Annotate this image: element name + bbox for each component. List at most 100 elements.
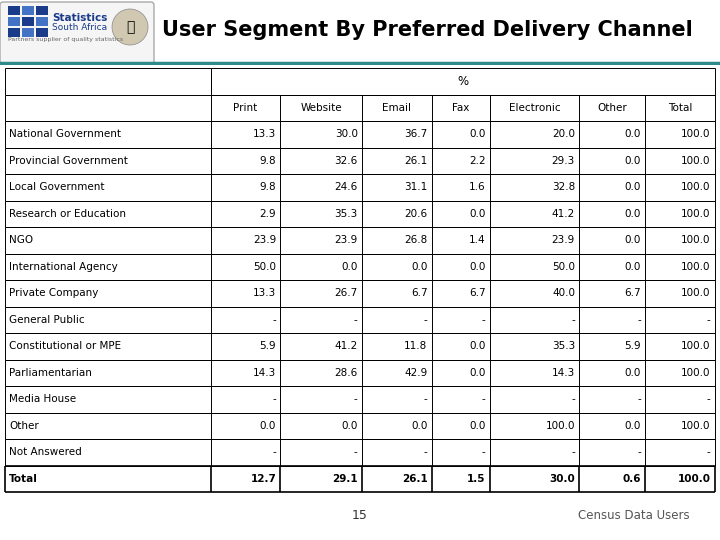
Bar [22, 28, 34, 37]
Text: 29.3: 29.3 [552, 156, 575, 166]
Text: 100.0: 100.0 [678, 474, 711, 484]
Text: NGO: NGO [9, 235, 33, 245]
Text: 26.8: 26.8 [404, 235, 428, 245]
Text: -: - [637, 447, 641, 457]
Text: 35.3: 35.3 [552, 341, 575, 351]
Text: 1.5: 1.5 [467, 474, 486, 484]
Text: 6.7: 6.7 [624, 288, 641, 298]
Text: 100.0: 100.0 [681, 129, 711, 139]
Text: 28.6: 28.6 [334, 368, 358, 378]
Text: -: - [354, 447, 358, 457]
Text: 13.3: 13.3 [253, 288, 276, 298]
Text: 100.0: 100.0 [681, 262, 711, 272]
Text: Other: Other [598, 103, 627, 113]
Text: 36.7: 36.7 [404, 129, 428, 139]
Text: Website: Website [300, 103, 342, 113]
Text: Print: Print [233, 103, 258, 113]
Text: -: - [482, 447, 486, 457]
Text: 5.9: 5.9 [260, 341, 276, 351]
Text: 0.0: 0.0 [624, 368, 641, 378]
Text: 0.0: 0.0 [411, 262, 428, 272]
Text: 100.0: 100.0 [681, 156, 711, 166]
Text: Private Company: Private Company [9, 288, 99, 298]
Text: 0.0: 0.0 [341, 262, 358, 272]
Text: -: - [354, 315, 358, 325]
Text: 0.0: 0.0 [469, 262, 486, 272]
Text: Local Government: Local Government [9, 183, 105, 192]
Text: 0.6: 0.6 [622, 474, 641, 484]
Text: Research or Education: Research or Education [9, 209, 126, 219]
Text: 32.6: 32.6 [334, 156, 358, 166]
Text: 40.0: 40.0 [552, 288, 575, 298]
Text: Provincial Government: Provincial Government [9, 156, 128, 166]
Text: 0.0: 0.0 [624, 129, 641, 139]
Text: 100.0: 100.0 [681, 368, 711, 378]
Text: 2.2: 2.2 [469, 156, 486, 166]
Bar [8, 6, 20, 15]
Text: 0.0: 0.0 [624, 262, 641, 272]
Text: 29.1: 29.1 [332, 474, 358, 484]
Text: 13.3: 13.3 [253, 129, 276, 139]
Text: -: - [707, 447, 711, 457]
Text: 1.6: 1.6 [469, 183, 486, 192]
Text: 14.3: 14.3 [552, 368, 575, 378]
Text: 100.0: 100.0 [546, 421, 575, 431]
Text: 0.0: 0.0 [469, 209, 486, 219]
Text: 32.8: 32.8 [552, 183, 575, 192]
Text: -: - [571, 447, 575, 457]
Text: Constitutional or MPE: Constitutional or MPE [9, 341, 122, 351]
Text: -: - [272, 394, 276, 404]
Text: User Segment By Preferred Delivery Channel: User Segment By Preferred Delivery Chann… [162, 20, 693, 40]
Text: -: - [424, 315, 428, 325]
Text: 1.4: 1.4 [469, 235, 486, 245]
Text: Total: Total [668, 103, 692, 113]
Text: 2.9: 2.9 [260, 209, 276, 219]
Text: 42.9: 42.9 [404, 368, 428, 378]
Text: Parliamentarian: Parliamentarian [9, 368, 92, 378]
Text: 30.0: 30.0 [549, 474, 575, 484]
Text: International Agency: International Agency [9, 262, 118, 272]
Text: 35.3: 35.3 [334, 209, 358, 219]
Text: 26.1: 26.1 [404, 156, 428, 166]
Text: 23.9: 23.9 [552, 235, 575, 245]
Text: 24.6: 24.6 [334, 183, 358, 192]
Text: 6.7: 6.7 [411, 288, 428, 298]
Text: 12.7: 12.7 [251, 474, 276, 484]
Text: South Africa: South Africa [52, 23, 107, 32]
Text: 0.0: 0.0 [624, 421, 641, 431]
Text: Electronic: Electronic [509, 103, 560, 113]
Text: 30.0: 30.0 [335, 129, 358, 139]
Text: General Public: General Public [9, 315, 85, 325]
Text: 50.0: 50.0 [552, 262, 575, 272]
Text: -: - [707, 315, 711, 325]
Text: 0.0: 0.0 [624, 183, 641, 192]
Text: Media House: Media House [9, 394, 76, 404]
Text: 100.0: 100.0 [681, 183, 711, 192]
Text: 41.2: 41.2 [334, 341, 358, 351]
Text: 26.1: 26.1 [402, 474, 428, 484]
Text: -: - [424, 394, 428, 404]
Bar [36, 17, 48, 26]
Text: 31.1: 31.1 [404, 183, 428, 192]
Text: 5.9: 5.9 [624, 341, 641, 351]
Text: Total: Total [9, 474, 38, 484]
Bar [22, 17, 34, 26]
Text: 11.8: 11.8 [404, 341, 428, 351]
Text: 100.0: 100.0 [681, 341, 711, 351]
FancyBboxPatch shape [0, 2, 154, 64]
Text: 0.0: 0.0 [624, 235, 641, 245]
Text: 0.0: 0.0 [469, 129, 486, 139]
Text: Other: Other [9, 421, 39, 431]
Text: Partners supplier of quality statistics: Partners supplier of quality statistics [8, 37, 123, 42]
Bar [22, 6, 34, 15]
Text: Fax: Fax [452, 103, 469, 113]
Text: %: % [457, 75, 469, 87]
Circle shape [112, 9, 148, 45]
Text: 15: 15 [352, 509, 368, 522]
Text: 🦅: 🦅 [126, 20, 134, 34]
Text: 6.7: 6.7 [469, 288, 486, 298]
Text: -: - [482, 315, 486, 325]
Text: 50.0: 50.0 [253, 262, 276, 272]
Text: 0.0: 0.0 [411, 421, 428, 431]
Text: 0.0: 0.0 [624, 209, 641, 219]
